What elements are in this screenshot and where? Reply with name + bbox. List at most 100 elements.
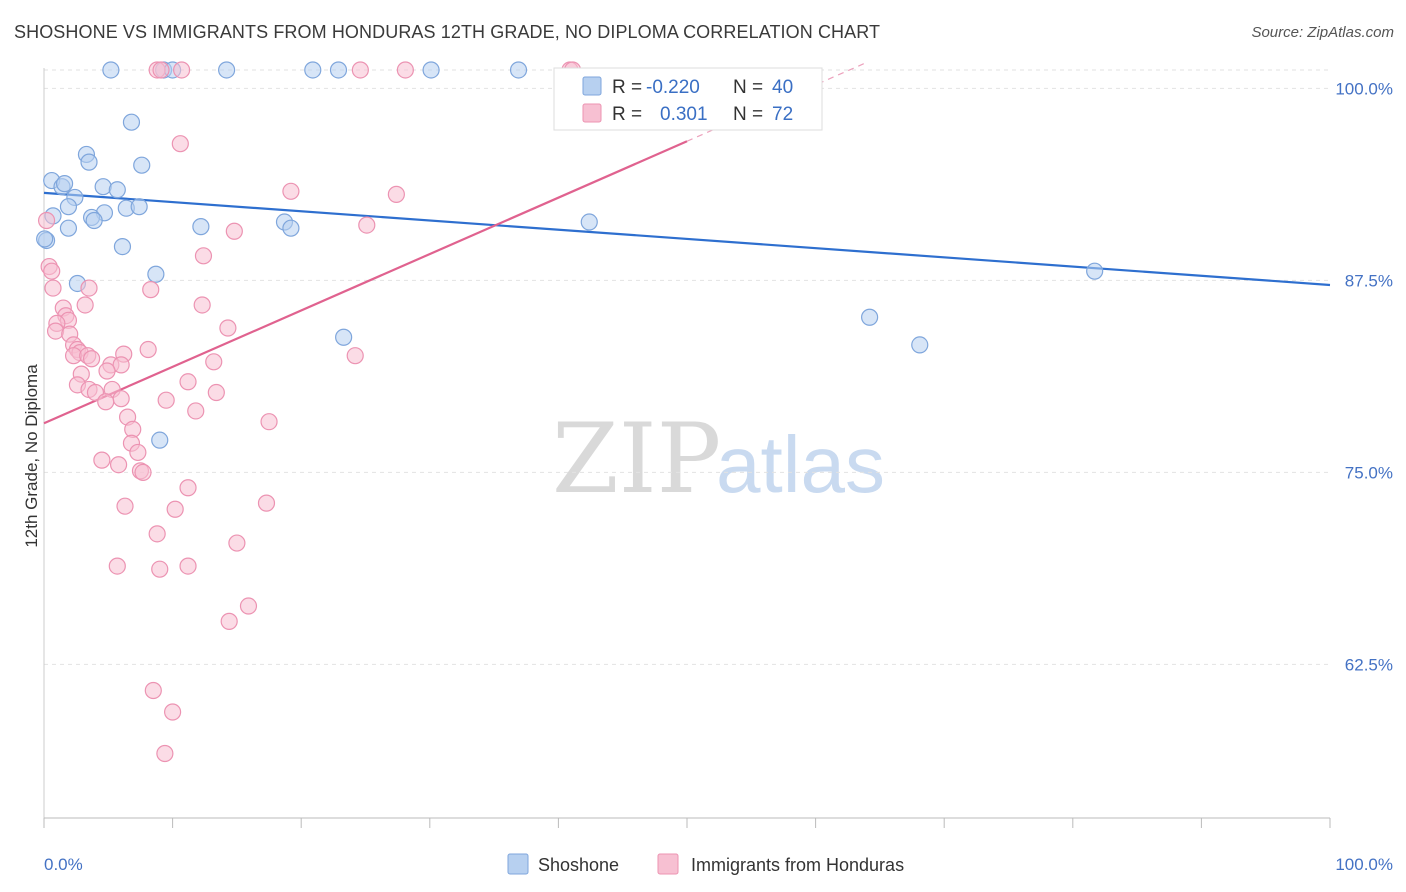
series-legend-label-honduras: Immigrants from Honduras — [691, 855, 904, 875]
honduras-point-15 — [194, 247, 213, 265]
honduras-point-7 — [171, 135, 189, 153]
shoshone-point-29 — [580, 213, 598, 231]
honduras-point-61 — [179, 479, 197, 497]
honduras-point-51 — [187, 402, 205, 420]
honduras-trend-line — [43, 140, 688, 425]
honduras-point-18 — [142, 281, 160, 299]
honduras-point-73 — [164, 703, 182, 721]
shoshone-point-26 — [192, 218, 210, 236]
shoshone-point-37 — [335, 328, 353, 346]
honduras-point-57 — [93, 451, 111, 469]
honduras-point-8 — [282, 182, 300, 200]
watermark: ZIP atlas — [552, 403, 885, 515]
honduras-point-26 — [46, 322, 65, 340]
honduras-point-66 — [228, 534, 246, 552]
shoshone-point-5 — [329, 61, 348, 79]
honduras-point-71 — [220, 612, 238, 630]
honduras-point-2 — [173, 61, 191, 79]
y-axis-label: 12th Grade, No Diploma — [22, 364, 41, 548]
honduras-point-14 — [43, 262, 61, 280]
shoshone-point-11 — [133, 156, 151, 174]
shoshone-point-32 — [147, 265, 165, 283]
shoshone-point-8 — [122, 113, 141, 131]
x-tick-label-0: 0.0% — [44, 855, 83, 874]
honduras-point-58 — [109, 456, 128, 474]
honduras-point-10 — [358, 216, 376, 234]
series-legend: Shoshone Immigrants from Honduras — [507, 853, 904, 875]
x-tick-labels: 0.0% 100.0% — [44, 855, 1393, 874]
y-tick-label-1: 87.5% — [1345, 271, 1393, 290]
honduras-point-50 — [97, 393, 115, 411]
watermark-zip: ZIP — [552, 403, 721, 515]
legend-r-value-honduras: 0.301 — [660, 104, 708, 125]
legend-r-label-shoshone: R = — [612, 77, 642, 98]
honduras-point-42 — [179, 373, 197, 391]
y-tick-label-2: 75.0% — [1345, 463, 1393, 482]
series-legend-swatch-honduras — [657, 853, 679, 875]
honduras-point-70 — [239, 597, 258, 615]
legend-r-value-shoshone: -0.220 — [646, 77, 700, 98]
honduras-point-19 — [193, 296, 211, 314]
honduras-point-72 — [144, 681, 162, 700]
chart-source: Source: ZipAtlas.com — [1251, 24, 1394, 41]
honduras-point-60 — [134, 463, 152, 481]
data-points — [36, 61, 1104, 763]
honduras-point-69 — [179, 557, 197, 575]
shoshone-point-35 — [861, 308, 879, 326]
shoshone-point-20 — [130, 198, 148, 216]
shoshone-point-10 — [80, 153, 98, 171]
honduras-point-25 — [219, 319, 237, 337]
shoshone-trend-line — [43, 191, 1331, 287]
shoshone-point-6 — [422, 61, 440, 79]
honduras-point-47 — [207, 383, 225, 402]
honduras-point-12 — [37, 211, 56, 230]
shoshone-point-16 — [108, 181, 126, 199]
shoshone-point-4 — [304, 61, 322, 79]
honduras-point-62 — [257, 494, 276, 512]
x-tick-label-1: 100.0% — [1335, 855, 1393, 874]
honduras-point-56 — [129, 443, 147, 462]
legend-r-label-honduras: R = — [612, 104, 642, 125]
shoshone-point-28 — [282, 219, 300, 237]
shoshone-point-36 — [911, 336, 929, 354]
legend-swatch-shoshone — [582, 76, 602, 96]
honduras-point-20 — [76, 296, 94, 314]
honduras-point-37 — [205, 353, 223, 371]
honduras-point-63 — [116, 497, 134, 515]
series-legend-label-shoshone: Shoshone — [538, 855, 619, 875]
honduras-point-4 — [396, 61, 414, 79]
chart-title: SHOSHONE VS IMMIGRANTS FROM HONDURAS 12T… — [14, 22, 881, 42]
honduras-point-39 — [112, 356, 130, 374]
honduras-point-74 — [156, 744, 174, 763]
stats-legend: R = -0.220 N = 40 R = 0.301 N = 72 — [553, 67, 823, 131]
series-legend-swatch-shoshone — [507, 853, 529, 875]
honduras-point-53 — [260, 413, 278, 431]
legend-n-label-honduras: N = — [733, 104, 763, 125]
honduras-point-17 — [80, 279, 98, 297]
honduras-point-48 — [112, 390, 130, 408]
honduras-point-9 — [387, 185, 405, 203]
honduras-point-68 — [151, 560, 169, 578]
honduras-point-1 — [152, 61, 170, 79]
honduras-point-35 — [82, 350, 101, 368]
shoshone-point-38 — [151, 431, 169, 449]
y-tick-label-3: 62.5% — [1345, 655, 1393, 674]
honduras-point-36 — [346, 347, 364, 365]
honduras-point-65 — [148, 525, 166, 543]
shoshone-point-0 — [102, 61, 120, 79]
honduras-point-16 — [44, 279, 62, 297]
honduras-point-67 — [108, 557, 126, 575]
honduras-point-64 — [166, 500, 184, 518]
legend-n-value-honduras: 72 — [772, 104, 793, 125]
legend-n-value-shoshone: 40 — [772, 77, 793, 98]
shoshone-point-7 — [509, 61, 528, 79]
legend-swatch-honduras — [582, 103, 602, 123]
y-tick-label-0: 100.0% — [1335, 79, 1393, 98]
shoshone-point-14 — [55, 175, 74, 193]
shoshone-point-39 — [36, 230, 54, 248]
shoshone-point-24 — [85, 211, 103, 230]
y-tick-labels: 100.0% 87.5% 75.0% 62.5% — [1335, 79, 1393, 674]
shoshone-point-34 — [1086, 262, 1104, 280]
honduras-point-40 — [98, 362, 116, 380]
